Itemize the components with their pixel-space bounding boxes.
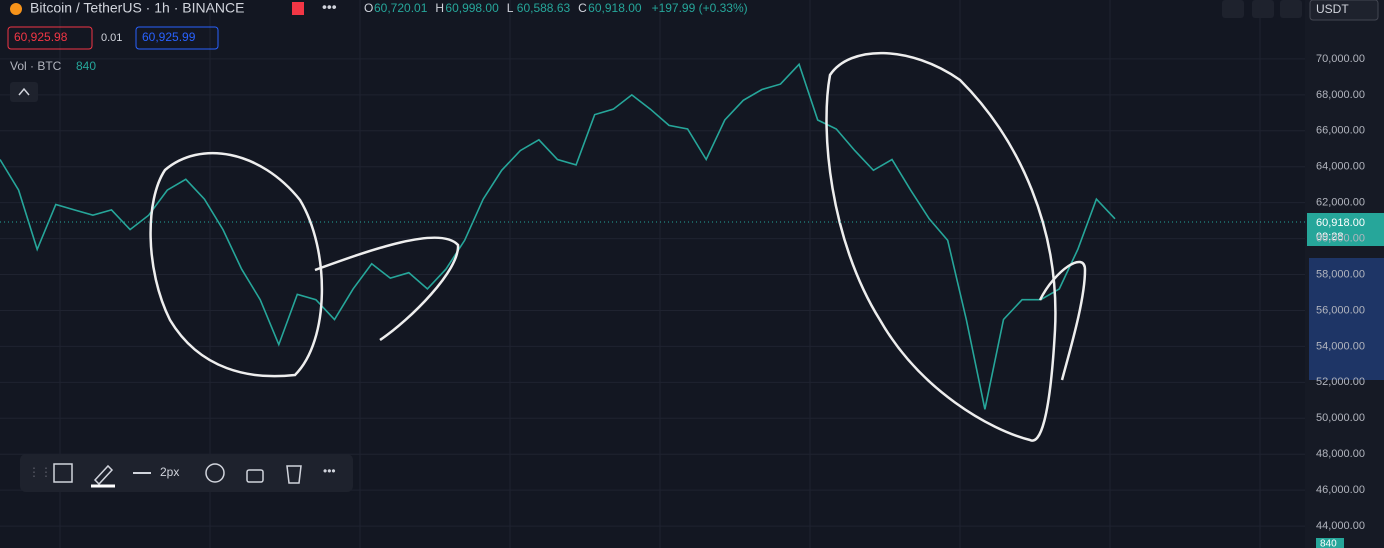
spread: 0.01 [101,32,122,44]
ask[interactable]: 60,925.99 [142,30,196,44]
change: +197.99 (+0.33%) [652,1,748,15]
bid[interactable]: 60,925.98 [14,30,68,44]
delete-button[interactable] [286,465,302,484]
y-tick-label: 52,000.00 [1316,376,1365,388]
price-line [0,62,1116,410]
fullscreen-button[interactable] [1252,0,1274,18]
loop-annotation [1038,260,1087,381]
y-tick-label: 56,000.00 [1316,304,1365,316]
settings-button[interactable] [205,463,225,483]
plot [0,62,1116,410]
countdown: 09:28 [1316,231,1344,243]
circle-annotation [149,151,324,378]
volume-label: Vol · BTC [10,59,62,73]
loop-annotation [314,236,460,342]
download-button[interactable] [1222,0,1244,18]
drawing-toolbar [20,454,353,492]
stroke-width[interactable]: 2px [160,465,179,479]
color-button[interactable] [93,464,114,486]
y-tick-label: 46,000.00 [1316,484,1365,496]
symbol-icon [10,3,22,15]
axis-highlight [1309,258,1384,380]
y-tick-label: 64,000.00 [1316,161,1365,173]
more-icon[interactable]: ••• [322,0,337,15]
ohlc-value: 60,998.00 [445,1,499,15]
ohlc-value: 60,918.00 [588,1,642,15]
lock-button[interactable] [246,469,264,483]
last-price: 60,918.00 [1316,217,1365,229]
currency[interactable]: USDT [1316,2,1349,16]
collapse-icon [18,87,30,96]
ohlc: O 60,720.01 H 60,998.00 L 60,588.63 C 60,918.00 [364,1,642,15]
ohlc-value: 60,588.63 [517,1,571,15]
y-tick-label: 66,000.00 [1316,125,1365,137]
ohlc-label: L [507,1,514,15]
y-tick-label: 68,000.00 [1316,89,1365,101]
symbol[interactable]: Bitcoin / TetherUS · 1h · BINANCE [30,0,244,16]
annotations [149,51,1087,442]
ohlc-label: H [435,1,444,15]
y-tick-label: 58,000.00 [1316,268,1365,280]
volume-value: 840 [76,59,96,73]
price-tag [1307,213,1384,246]
collapse-button[interactable] [10,82,38,102]
y-tick-label: 48,000.00 [1316,448,1365,460]
circle-annotation [825,51,1057,442]
volume-badge: 840 [1320,539,1337,548]
y-tick-label: 50,000.00 [1316,412,1365,424]
ohlc-label: C [578,1,587,15]
drag-handle[interactable]: ⋮⋮ [28,465,52,479]
ohlc-value: 60,720.01 [374,1,428,15]
volume-badge-box [1316,538,1344,548]
template-button[interactable] [53,463,73,483]
ask-box[interactable] [135,26,219,50]
y-tick-label: 60,000.00 [1316,233,1365,245]
y-tick-label: 54,000.00 [1316,340,1365,352]
y-tick-label: 62,000.00 [1316,197,1365,209]
reset-button[interactable] [1280,0,1302,18]
flag-icon[interactable] [292,2,304,15]
more-button[interactable]: ••• [323,464,336,478]
bid-box[interactable] [7,26,93,50]
ohlc-label: O [364,1,373,15]
y-tick-label: 44,000.00 [1316,520,1365,532]
currency-select[interactable] [1309,0,1379,21]
y-tick-label: 70,000.00 [1316,53,1365,65]
